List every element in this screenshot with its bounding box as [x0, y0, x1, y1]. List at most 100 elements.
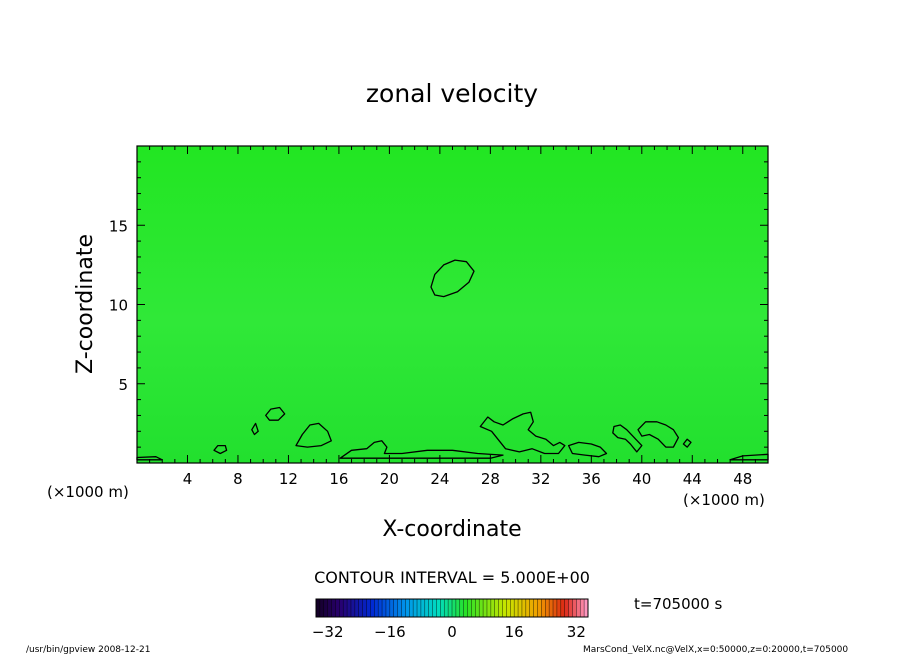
y-axis-title: Z-coordinate — [73, 234, 98, 374]
colorbar-cell — [518, 599, 523, 617]
x-tick-label: 40 — [632, 470, 651, 488]
colorbar-cell — [339, 599, 344, 617]
colorbar-cell — [490, 599, 496, 617]
colorbar-cell — [397, 599, 402, 617]
x-tick-label: 32 — [531, 470, 550, 488]
colorbar-cell — [564, 599, 569, 617]
colorbar-cell — [455, 599, 461, 617]
colorbar — [316, 599, 589, 617]
y-tick-label: 15 — [109, 217, 128, 235]
y-tick-label: 5 — [118, 376, 128, 394]
contour-line-6 — [339, 440, 504, 459]
x-tick-label: 28 — [481, 470, 500, 488]
colorbar-cell — [401, 599, 406, 617]
x-tick-label: 48 — [733, 470, 752, 488]
contour-line-3 — [251, 422, 259, 436]
colorbar-cell — [471, 599, 476, 617]
footer-program-date: /usr/bin/gpview 2008-12-21 — [26, 645, 150, 654]
x-tick-label: 4 — [183, 470, 193, 488]
colorbar-cell — [358, 599, 363, 617]
colorbar-cell — [494, 599, 499, 617]
colorbar-cell — [409, 599, 414, 617]
colorbar-tick-label: 32 — [567, 623, 586, 641]
x-tick-label: 20 — [380, 470, 399, 488]
x-unit-label-left: (×1000 m) — [47, 483, 129, 501]
contour-interval-label: CONTOUR INTERVAL = 5.000E+00 — [314, 568, 590, 587]
colorbar-cell — [436, 599, 441, 617]
colorbar-cell — [389, 599, 395, 617]
x-axis-title: X-coordinate — [382, 517, 521, 542]
colorbar-cell — [486, 599, 492, 617]
x-tick-label: 8 — [233, 470, 243, 488]
time-label: t=705000 s — [634, 595, 722, 613]
colorbar-cell — [568, 599, 573, 617]
contour-line-8 — [567, 441, 608, 458]
contour-line-4 — [295, 422, 332, 448]
colorbar-cell — [521, 599, 527, 617]
colorbar-cell — [366, 599, 371, 617]
contour-line-11 — [682, 438, 692, 448]
colorbar-cell — [549, 599, 554, 617]
colorbar-frame — [315, 598, 589, 618]
plot-field — [137, 146, 768, 463]
colorbar-cell — [343, 599, 348, 617]
footer-source-info: MarsCond_VelX.nc@VelX,x=0:50000,z=0:2000… — [583, 645, 848, 654]
x-tick-label: 16 — [329, 470, 348, 488]
colorbar-cell — [319, 599, 325, 617]
contour-line-10 — [637, 421, 680, 448]
colorbar-cell — [448, 599, 453, 617]
colorbar-cell — [510, 599, 515, 617]
colorbar-cell — [382, 599, 387, 617]
colorbar-cell — [545, 599, 550, 617]
colorbar-cell — [475, 599, 480, 617]
colorbar-cell — [580, 599, 585, 617]
colorbar-cell — [525, 599, 531, 617]
colorbar-cell — [541, 599, 546, 617]
colorbar-cell — [572, 599, 577, 617]
colorbar-cell — [327, 599, 332, 617]
colorbar-cell — [432, 599, 437, 617]
contour-line-1 — [430, 259, 475, 298]
colorbar-cell — [316, 599, 321, 617]
colorbar-cell — [576, 599, 581, 617]
colorbar-cell — [533, 599, 538, 617]
colorbar-cell — [374, 599, 379, 617]
contour-line-9 — [612, 424, 643, 453]
colorbar-cell — [444, 599, 449, 617]
y-tick-label: 10 — [109, 297, 128, 315]
colorbar-cell — [459, 599, 464, 617]
contour-line-5 — [213, 444, 228, 455]
colorbar-cell — [393, 599, 398, 617]
colorbar-cell — [413, 599, 418, 617]
colorbar-cell — [424, 599, 429, 617]
x-tick-label: 24 — [430, 470, 449, 488]
colorbar-tick-label: −16 — [374, 623, 406, 641]
colorbar-tick-label: −32 — [312, 623, 344, 641]
colorbar-cell — [362, 599, 367, 617]
contour-line-7 — [479, 411, 566, 455]
colorbar-cell — [502, 599, 507, 617]
colorbar-cell — [417, 599, 422, 617]
colorbar-cell — [506, 599, 511, 617]
colorbar-cell — [463, 599, 468, 617]
colorbar-cell — [385, 599, 391, 617]
colorbar-cell — [440, 599, 445, 617]
x-unit-label-right: (×1000 m) — [683, 491, 765, 509]
chart-title: zonal velocity — [366, 79, 538, 108]
colorbar-cell — [420, 599, 426, 617]
colorbar-cell — [335, 599, 340, 617]
colorbar-cell — [483, 599, 488, 617]
colorbar-cell — [354, 599, 360, 617]
colorbar-cell — [370, 599, 375, 617]
colorbar-ticks: −32 −16 0 16 32 — [312, 623, 586, 641]
colorbar-tick-label: 16 — [505, 623, 524, 641]
colorbar-cell — [428, 599, 433, 617]
colorbar-cell — [584, 599, 589, 617]
colorbar-cell — [498, 599, 503, 617]
colorbar-cell — [452, 599, 457, 617]
colorbar-cell — [553, 599, 558, 617]
colorbar-tick-label: 0 — [447, 623, 457, 641]
contour-line-2 — [265, 406, 286, 421]
